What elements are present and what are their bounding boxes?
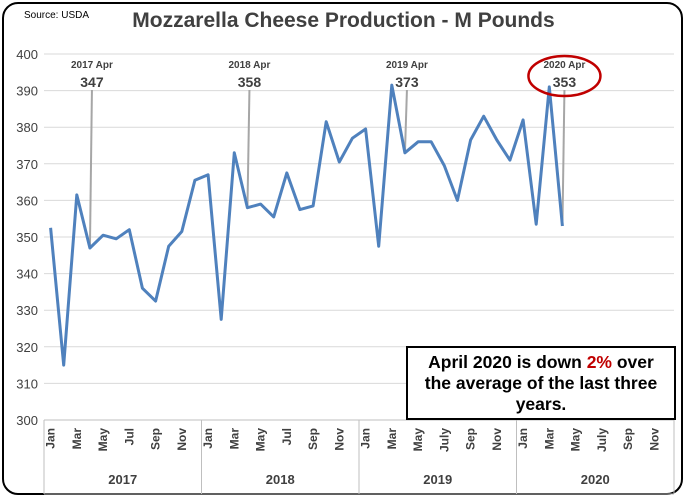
highlight-circle — [527, 54, 602, 98]
source-label: Source: USDA — [24, 10, 90, 21]
x-tick-label: Mar — [385, 428, 399, 450]
x-tick-label: Jan — [201, 428, 215, 449]
annotation-leader — [246, 89, 251, 208]
note-text-3: the average of the last three — [424, 373, 658, 393]
x-tick-label: July — [595, 428, 609, 452]
note-text-1: April 2020 is down — [428, 352, 587, 372]
annotation-value: 358 — [238, 74, 262, 90]
annotation-leader — [403, 89, 408, 153]
annotation-label: 2020 Apr — [544, 60, 586, 71]
annotation-label: 2018 Apr — [229, 60, 271, 71]
x-tick-label: May — [254, 428, 268, 452]
annotation-leader — [561, 89, 566, 227]
x-tick-label: July — [437, 428, 451, 452]
y-tick-label: 370 — [16, 157, 38, 172]
year-label: 2018 — [266, 472, 295, 487]
annotation-leader — [88, 89, 93, 248]
x-tick-label: Nov — [175, 428, 189, 451]
x-tick-label: May — [411, 428, 425, 452]
x-tick-label: Nov — [332, 428, 346, 451]
annotation-value: 353 — [553, 74, 577, 90]
x-tick-label: Mar — [542, 428, 556, 450]
note-text-4: years. — [515, 394, 567, 414]
series-line — [49, 83, 564, 367]
year-label: 2019 — [423, 472, 452, 487]
y-tick-label: 360 — [16, 193, 38, 208]
y-tick-label: 330 — [16, 303, 38, 318]
x-tick-label: May — [569, 428, 583, 452]
summary-note: April 2020 is down 2% over the average o… — [406, 346, 676, 420]
y-tick-label: 400 — [16, 47, 38, 62]
annotation-value: 373 — [395, 74, 419, 90]
y-tick-label: 300 — [16, 413, 38, 428]
y-tick-label: 380 — [16, 120, 38, 135]
year-label: 2017 — [108, 472, 137, 487]
y-tick-label: 340 — [16, 267, 38, 282]
x-tick-label: Sep — [464, 428, 478, 450]
annotation-label: 2017 Apr — [71, 60, 113, 71]
chart-title: Mozzarella Cheese Production - M Pounds — [132, 9, 555, 32]
annotation-label: 2019 Apr — [386, 60, 428, 71]
x-tick-label: Jul — [122, 428, 136, 445]
x-tick-label: Jul — [280, 428, 294, 445]
x-tick-label: Sep — [149, 428, 163, 450]
x-tick-label: Sep — [621, 428, 635, 450]
year-label: 2020 — [581, 472, 610, 487]
y-tick-label: 310 — [16, 376, 38, 391]
x-tick-label: Jan — [359, 428, 373, 449]
x-tick-label: Jan — [44, 428, 58, 449]
y-tick-label: 350 — [16, 230, 38, 245]
note-highlight: 2% — [586, 352, 612, 372]
x-tick-label: Mar — [227, 428, 241, 450]
x-tick-label: Nov — [647, 428, 661, 451]
x-tick-label: Mar — [70, 428, 84, 450]
x-tick-label: Nov — [490, 428, 504, 451]
y-tick-label: 390 — [16, 84, 38, 99]
annotation-value: 347 — [80, 74, 104, 90]
y-tick-label: 320 — [16, 340, 38, 355]
x-tick-label: May — [96, 428, 110, 452]
x-tick-label: Jan — [516, 428, 530, 449]
x-tick-label: Sep — [306, 428, 320, 450]
note-text-2: over — [612, 352, 654, 372]
